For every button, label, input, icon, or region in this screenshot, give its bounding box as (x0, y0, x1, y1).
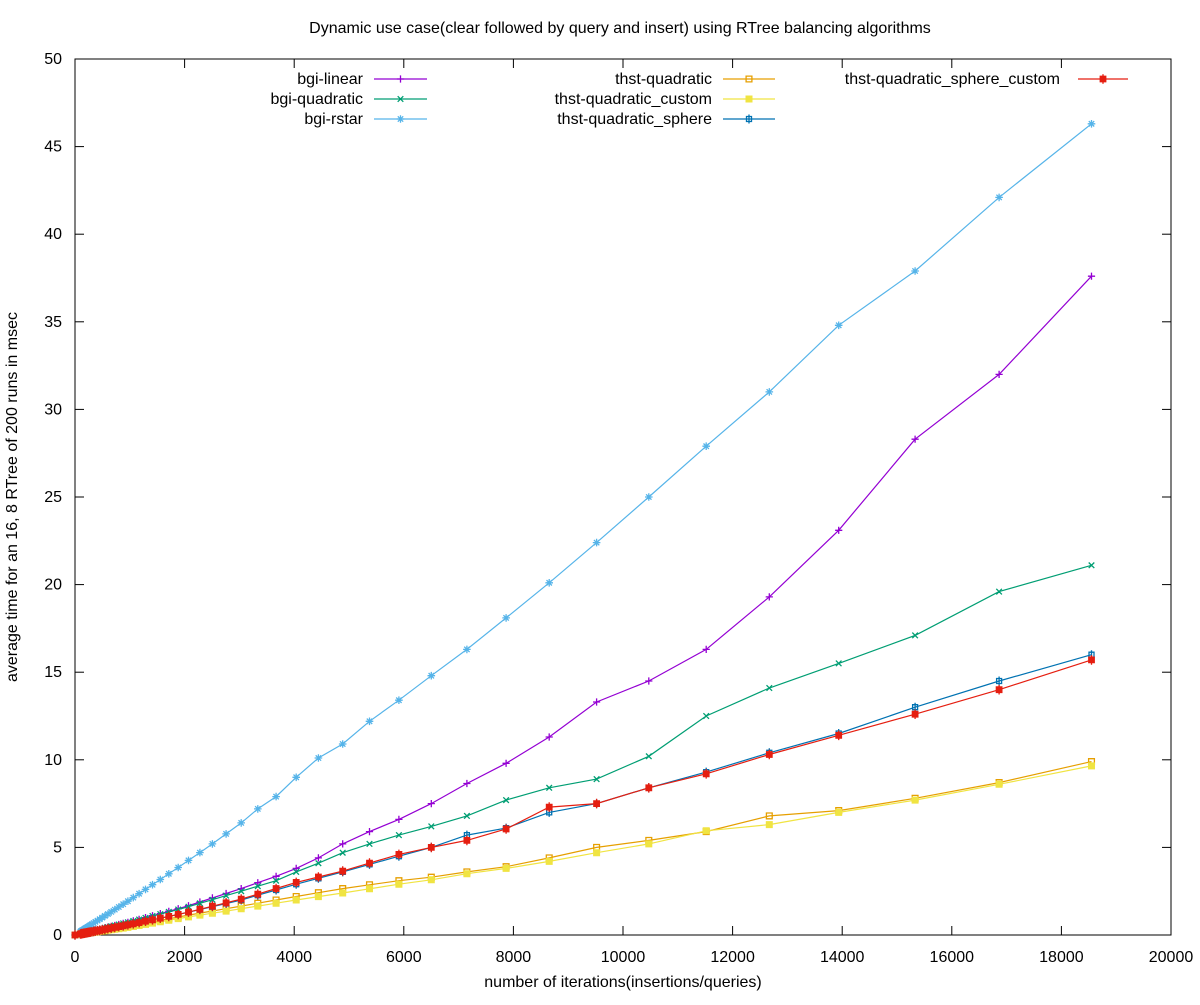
y-tick-label: 25 (44, 489, 62, 506)
y-tick-label: 45 (44, 139, 62, 156)
y-tick-label: 35 (44, 314, 62, 331)
y-tick-label: 20 (44, 577, 62, 594)
series-bgi-quadratic (71, 562, 1095, 939)
series-bgi-linear (71, 272, 1096, 939)
series-lines (71, 120, 1096, 940)
legend-entry-bgi-quadratic: bgi-quadratic (271, 91, 427, 108)
y-tick-label: 30 (44, 401, 62, 418)
y-tick-label: 50 (44, 51, 62, 68)
y-axis-label: average time for an 16, 8 RTree of 200 r… (4, 312, 21, 682)
axis-ticks: 0 2000 4000 6000 8000 10000 12000 14000 16000 180… (44, 51, 1193, 966)
x-tick-label: 2000 (167, 949, 203, 966)
y-tick-label: 5 (53, 839, 62, 856)
x-tick-label: 16000 (930, 949, 975, 966)
legend-sample-marker-fill (745, 95, 753, 103)
legend-label-thst-quadratic: thst-quadratic (615, 71, 712, 88)
series-line-bgi-rstar (74, 123, 1092, 936)
y-tick-label: 0 (53, 927, 62, 944)
legend-entry-bgi-rstar: bgi-rstar (304, 111, 427, 128)
legend-label-thst-quadratic_sphere_custom: thst-quadratic_sphere_custom (845, 71, 1060, 88)
legend-sample-marker (745, 75, 753, 83)
legend-sample-marker (396, 115, 405, 123)
x-tick-label: 8000 (496, 949, 532, 966)
x-tick-label: 12000 (710, 949, 755, 966)
series-markers-bgi-linear (71, 272, 1096, 939)
y-tick-label: 10 (44, 752, 62, 769)
x-axis-label: number of iterations(insertions/queries) (484, 974, 761, 991)
y-tick-label: 40 (44, 226, 62, 243)
x-tick-label: 18000 (1039, 949, 1084, 966)
series-markers-bgi-quadratic (71, 562, 1095, 939)
series-thst-quadratic_sphere_custom (71, 655, 1095, 940)
x-tick-label: 10000 (601, 949, 646, 966)
x-tick-label: 6000 (386, 949, 422, 966)
x-tick-label: 4000 (276, 949, 312, 966)
legend-entry-thst-quadratic: thst-quadratic (615, 71, 775, 88)
series-bgi-rstar (71, 120, 1096, 939)
x-tick-label: 0 (71, 949, 80, 966)
legend-label-bgi-linear: bgi-linear (297, 71, 363, 88)
plot-border (74, 58, 1172, 936)
legend-sample-marker-fill (1099, 75, 1107, 83)
legend-sample-marker (396, 75, 405, 83)
chart-title: Dynamic use case(clear followed by query… (309, 20, 931, 37)
legend-label-thst-quadratic_sphere: thst-quadratic_sphere (557, 111, 712, 128)
legend-label-thst-quadratic_custom: thst-quadratic_custom (555, 91, 712, 108)
legend-sample-marker (397, 95, 404, 103)
legend-entry-bgi-linear: bgi-linear (297, 71, 427, 88)
legend-entry-thst-quadratic_sphere: thst-quadratic_sphere (557, 111, 775, 128)
series-markers-fill-thst-quadratic_sphere_custom (71, 656, 1095, 939)
legend: bgi-linear bgi-quadratic bgi-rstar thst-qua… (271, 71, 1128, 128)
legend-label-bgi-rstar: bgi-rstar (304, 111, 363, 128)
legend-sample-marker (745, 114, 753, 124)
series-line-bgi-quadratic (74, 564, 1092, 936)
legend-entry-thst-quadratic_custom: thst-quadratic_custom (555, 91, 775, 108)
x-tick-label: 20000 (1149, 949, 1194, 966)
x-tick-label: 14000 (820, 949, 865, 966)
legend-label-bgi-quadratic: bgi-quadratic (271, 91, 364, 108)
series-markers-bgi-rstar (71, 120, 1096, 939)
y-tick-label: 15 (44, 664, 62, 681)
legend-entry-thst-quadratic_sphere_custom: thst-quadratic_sphere_custom (845, 71, 1128, 88)
